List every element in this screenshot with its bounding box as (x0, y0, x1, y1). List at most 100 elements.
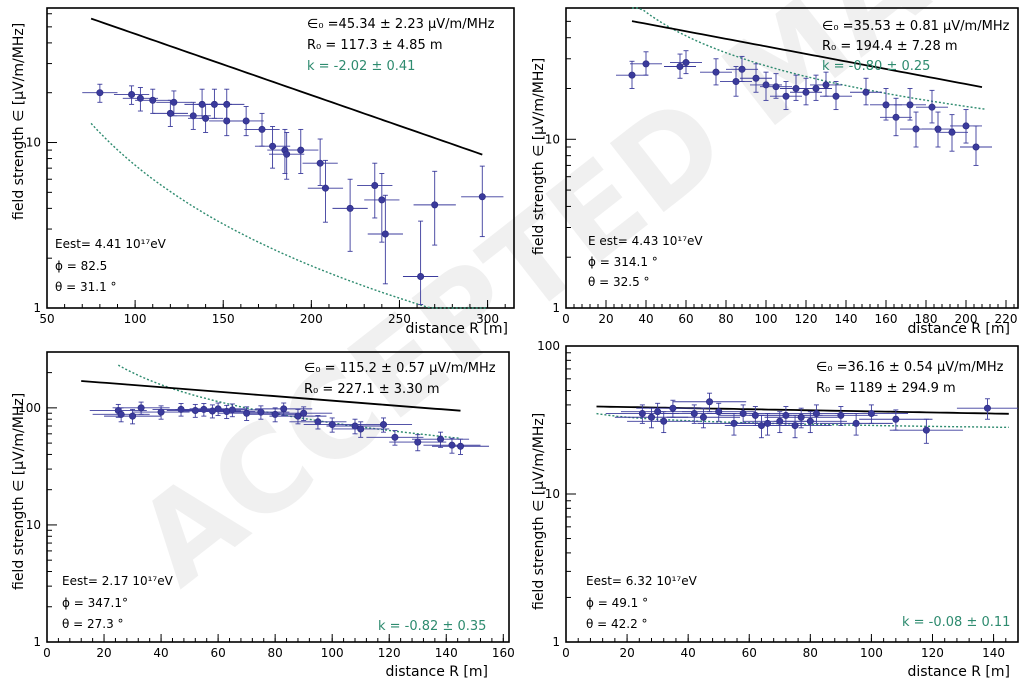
fit-curve (90, 17, 483, 156)
data-marker (214, 405, 222, 413)
data-marker (948, 128, 956, 136)
y-tick-label: 1 (33, 635, 41, 649)
data-point (916, 89, 948, 124)
annotation-energy: Eest= 4.41 10¹⁷eV (55, 237, 167, 251)
data-marker (414, 438, 422, 446)
data-marker (648, 413, 656, 421)
data-point (800, 74, 832, 101)
data-points (605, 392, 1018, 444)
x-tick-label: 120 (795, 312, 818, 326)
annotation-theta: θ = 32.5 ° (588, 275, 650, 289)
data-point (850, 77, 882, 106)
fit-curve (81, 380, 461, 412)
x-tick-label: 100 (860, 646, 883, 660)
y-tick-label: 10 (26, 136, 41, 150)
data-marker (357, 425, 365, 433)
data-point (630, 51, 662, 76)
data-marker (417, 273, 425, 281)
x-tick-label: 140 (835, 312, 858, 326)
data-point (355, 417, 413, 433)
data-point (616, 60, 648, 89)
data-marker (762, 81, 770, 89)
data-marker (928, 103, 936, 111)
data-point (203, 403, 261, 418)
y-ticks: 1 10 (26, 13, 57, 315)
data-marker (314, 418, 322, 426)
chart-panel-2: 0 20 40 60 80 100 120 140 160 180 200 220 1 10 dista… (531, 7, 1019, 337)
data-point (389, 434, 447, 452)
data-point (758, 414, 832, 439)
x-tick-label: 200 (300, 312, 323, 326)
data-point (175, 101, 211, 130)
data-point (810, 71, 842, 97)
y-axis-title: field strength ∈ [µV/m/MHz] (11, 393, 27, 590)
annotation-phi: ϕ = 49.1 ° (586, 596, 648, 610)
data-point (760, 73, 792, 99)
data-marker (128, 91, 136, 99)
data-marker (381, 230, 389, 238)
data-point (730, 413, 805, 436)
data-point (255, 402, 313, 416)
x-ticks: 0 20 40 60 80 100 120 140 160 (43, 634, 515, 660)
data-marker (792, 84, 800, 92)
data-point (432, 438, 490, 455)
data-marker (316, 159, 324, 167)
data-marker (294, 412, 302, 420)
y-ticks: 1 10 (545, 7, 576, 315)
annotation-theta: θ = 27.3 ° (62, 617, 124, 631)
y-tick-label: 1 (552, 301, 560, 315)
x-tick-label: 20 (96, 646, 111, 660)
data-marker (628, 71, 636, 79)
x-tick-label: 120 (921, 646, 944, 660)
x-tick-label: 60 (742, 646, 757, 660)
data-marker (802, 88, 810, 96)
data-point (960, 125, 992, 166)
annotation-energy: Eest= 2.17 10¹⁷eV (62, 574, 174, 588)
data-point (307, 159, 344, 223)
data-marker (457, 442, 465, 450)
data-marker (437, 435, 445, 443)
y-tick-label: 10 (26, 518, 41, 532)
data-point (254, 126, 291, 169)
x-tick-label: 80 (803, 646, 818, 660)
data-marker (280, 405, 288, 413)
annotation-phi: ϕ = 314.1 ° (588, 255, 658, 269)
data-marker (351, 422, 359, 430)
x-tick-label: 0 (562, 312, 570, 326)
data-point (670, 50, 702, 75)
x-tick-label: 0 (562, 646, 570, 660)
data-point (156, 90, 192, 117)
data-point (720, 66, 752, 97)
x-tick-label: 160 (492, 646, 515, 660)
data-points (616, 50, 992, 166)
data-marker (271, 410, 279, 418)
data-point (664, 53, 696, 79)
data-point (366, 430, 424, 446)
annotation-k: k = -0.82 ± 0.35 (378, 619, 486, 634)
data-marker (431, 201, 439, 209)
data-point (364, 173, 400, 243)
data-points (82, 83, 504, 305)
data-marker (258, 125, 266, 133)
annotation-theta: θ = 42.2 ° (586, 617, 648, 631)
data-point (82, 83, 118, 103)
data-marker (922, 426, 930, 434)
data-marker (772, 83, 780, 91)
data-point (900, 111, 932, 148)
x-tick-label: 40 (638, 312, 653, 326)
annotation-r0: R₀ = 227.1 ± 3.30 m (304, 382, 440, 397)
data-marker (117, 410, 125, 418)
data-marker (862, 88, 870, 96)
data-point (950, 109, 982, 144)
data-marker (149, 96, 157, 104)
y-tick-label: 1 (552, 635, 560, 649)
data-point (423, 437, 481, 454)
data-marker (682, 59, 690, 67)
data-point (790, 77, 822, 106)
data-marker (189, 112, 197, 120)
data-point (152, 99, 188, 127)
annotation-r0: R₀ = 194.4 ± 7.28 m (822, 39, 958, 54)
y-ticks: 1 10 100 (18, 351, 57, 649)
data-marker (328, 421, 336, 429)
data-point (269, 408, 327, 425)
